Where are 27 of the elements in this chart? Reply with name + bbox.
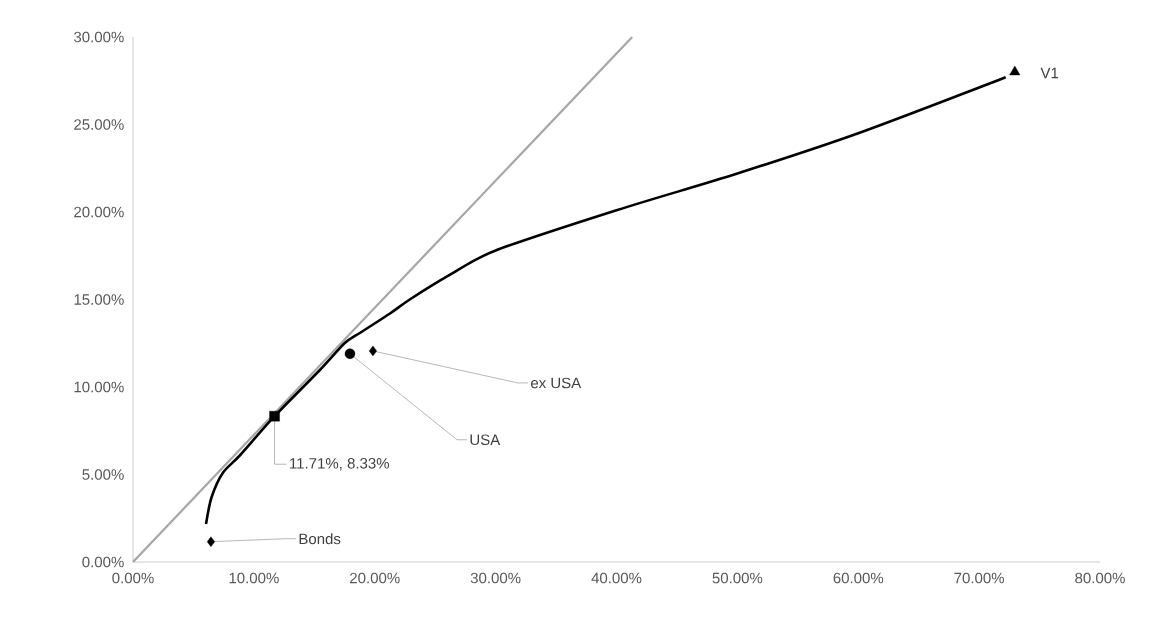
point <box>368 345 377 357</box>
point <box>1009 65 1021 76</box>
x-tick-label: 50.00% <box>712 572 763 584</box>
x-tick-label: 30.00% <box>470 572 521 584</box>
x-tick-label: 60.00% <box>833 572 884 584</box>
point <box>269 411 280 422</box>
annotation: 11.71%, 8.33% <box>290 458 390 471</box>
y-tick-label: 30.00% <box>74 31 124 43</box>
point <box>207 536 215 547</box>
line-series <box>204 75 1008 526</box>
annotation: USA <box>470 434 501 446</box>
x-tick-label: 20.00% <box>350 572 400 584</box>
x-tick-label: 70.00% <box>954 572 1005 584</box>
x-tick-label: 40.00% <box>591 572 642 584</box>
y-tick-label: 0.00% <box>82 556 124 568</box>
y-tick-label: 25.00% <box>74 119 124 130</box>
annotation: ex USA <box>530 377 582 389</box>
x-tick-label: 0.00% <box>112 572 154 584</box>
y-tick-label: 15.00% <box>74 294 124 305</box>
y-tick-label: 10.00% <box>74 381 124 393</box>
x-tick-label: 80.00% <box>1075 572 1125 584</box>
y-tick-label: 20.00% <box>74 206 124 218</box>
point <box>344 348 356 359</box>
annotation: Bonds <box>299 533 341 545</box>
y-tick-label: 5.00% <box>82 469 124 480</box>
x-tick-label: 10.00% <box>229 572 279 584</box>
annotation: V1 <box>1040 67 1059 79</box>
